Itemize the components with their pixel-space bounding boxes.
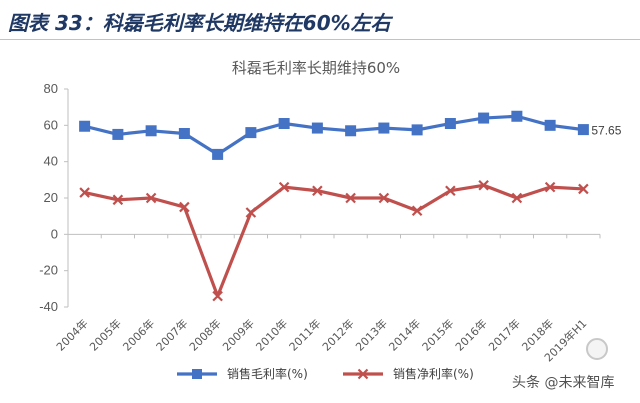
x-tick-label: 2008年 — [186, 316, 223, 353]
x-tick-label: 2013年 — [353, 316, 390, 353]
chart: 科磊毛利率长期维持60% 806040200-20-402004年2005年20… — [39, 59, 622, 381]
x-tick-label: 2006年 — [120, 316, 157, 353]
series-line — [84, 183, 584, 298]
chart-title: 科磊毛利率长期维持60% — [232, 59, 400, 77]
data-point — [444, 118, 456, 130]
x-tick-label: 2014年 — [386, 316, 423, 353]
legend-marker — [357, 368, 369, 380]
data-point — [179, 201, 190, 213]
y-tick-label: 60 — [44, 117, 58, 132]
watermark-text: 头条 @未来智库 — [512, 375, 615, 391]
legend-label: 销售净利率(%) — [393, 366, 474, 381]
data-point — [511, 192, 523, 204]
x-tick-label: 2010年 — [253, 316, 290, 353]
legend-marker — [192, 369, 202, 379]
data-point — [79, 120, 91, 132]
data-point — [345, 192, 356, 204]
data-point — [178, 128, 190, 140]
x-tick-label: 2005年 — [87, 316, 124, 353]
figure-header: 图表 33：科磊毛利率长期维持在60%左右 — [0, 0, 640, 40]
legend-label: 销售毛利率(%) — [227, 366, 308, 381]
x-tick-label: 2011年 — [286, 316, 323, 353]
data-point — [79, 187, 90, 198]
data-point — [245, 127, 257, 139]
data-point — [378, 122, 390, 134]
data-point — [112, 128, 124, 140]
data-point — [112, 194, 124, 206]
data-point — [511, 110, 523, 122]
x-tick-label: 2017年 — [486, 316, 523, 353]
data-point — [578, 183, 589, 195]
data-point — [312, 185, 323, 197]
x-tick-label: 2016年 — [452, 316, 489, 353]
legend: 销售毛利率(%) 销售净利率(%) — [177, 366, 474, 381]
data-point — [544, 181, 556, 193]
y-tick-label: 80 — [44, 81, 58, 96]
data-point — [212, 290, 223, 302]
y-tick-label: -40 — [39, 299, 58, 314]
x-tick-label: 2012年 — [319, 316, 356, 353]
data-point — [245, 207, 257, 218]
x-tick-label: 2015年 — [419, 316, 456, 353]
data-point — [478, 112, 490, 124]
watermark-logo-icon — [586, 338, 608, 360]
data-point — [544, 119, 556, 131]
data-point — [478, 180, 489, 191]
data-point — [378, 192, 390, 204]
x-tick-label: 2009年 — [220, 316, 257, 353]
x-tick-label: 2004年 — [53, 316, 90, 353]
data-point — [278, 181, 290, 193]
data-point — [145, 125, 157, 137]
series-line — [84, 114, 584, 157]
data-point — [411, 205, 423, 216]
y-tick-label: -20 — [39, 263, 58, 278]
data-point — [411, 124, 423, 136]
y-tick-label: 20 — [44, 190, 58, 205]
y-tick-label: 40 — [44, 154, 58, 169]
data-label: 57.65 — [591, 124, 621, 138]
data-point — [145, 192, 157, 204]
figure-title: 图表 33：科磊毛利率长期维持在60%左右 — [8, 11, 391, 35]
data-point — [577, 124, 589, 136]
data-point — [345, 125, 357, 137]
y-tick-label: 0 — [51, 226, 58, 241]
data-point — [212, 148, 224, 160]
data-point — [445, 185, 456, 197]
x-tick-label: 2007年 — [153, 316, 190, 353]
data-point — [278, 118, 290, 130]
series-layer: 57.65 — [79, 110, 622, 302]
data-point — [311, 122, 323, 134]
